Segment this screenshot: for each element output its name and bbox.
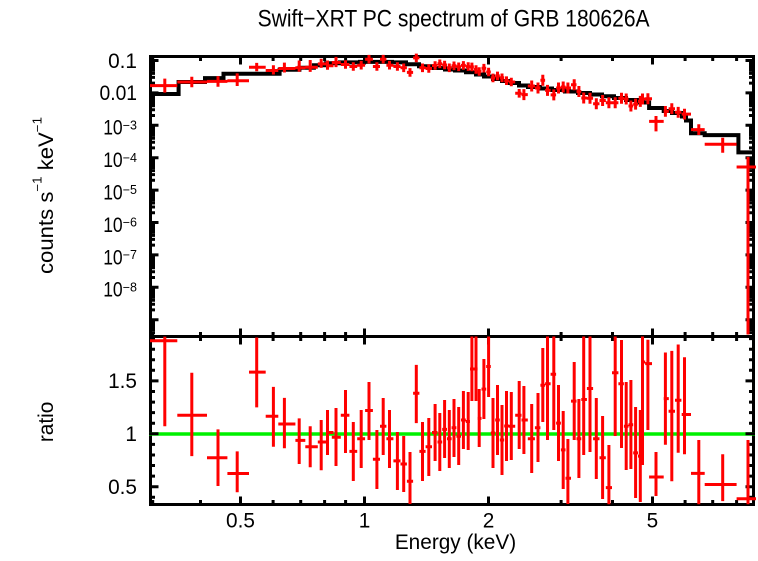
svg-text:10: 10 [103, 182, 123, 205]
svg-text:−4: −4 [123, 151, 137, 165]
svg-text:0.5: 0.5 [108, 476, 137, 499]
svg-text:10: 10 [103, 214, 123, 237]
svg-text:1: 1 [359, 510, 371, 533]
svg-text:0.1: 0.1 [108, 50, 137, 73]
svg-text:Swift−XRT PC spectrum of GRB 1: Swift−XRT PC spectrum of GRB 180626A [258, 7, 650, 33]
svg-text:0.01: 0.01 [100, 82, 138, 105]
svg-text:counts s−1 keV−1: counts s−1 keV−1 [31, 117, 59, 274]
svg-text:10: 10 [103, 149, 123, 172]
svg-text:10: 10 [103, 279, 123, 302]
svg-text:−8: −8 [123, 280, 137, 294]
svg-text:5: 5 [647, 510, 659, 533]
svg-text:0.5: 0.5 [226, 510, 255, 533]
svg-text:−6: −6 [123, 216, 137, 230]
svg-text:−3: −3 [123, 118, 137, 132]
svg-text:−5: −5 [123, 183, 137, 197]
svg-text:1: 1 [125, 423, 137, 446]
svg-text:10: 10 [103, 117, 123, 140]
svg-text:Energy (keV): Energy (keV) [395, 531, 516, 554]
svg-text:10: 10 [103, 246, 123, 269]
svg-text:1.5: 1.5 [108, 370, 137, 393]
svg-text:2: 2 [483, 510, 495, 533]
svg-text:−7: −7 [123, 248, 137, 262]
svg-text:ratio: ratio [35, 402, 58, 442]
